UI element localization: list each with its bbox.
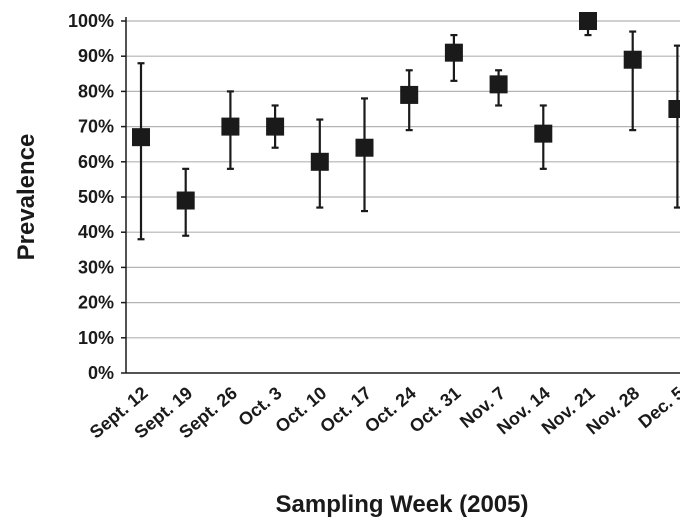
data-marker <box>444 43 463 62</box>
data-point <box>132 62 150 241</box>
data-point <box>176 167 195 237</box>
data-marker <box>355 138 374 157</box>
y-tick-label: 30% <box>78 257 114 277</box>
data-point <box>400 69 419 132</box>
y-tick-label: 100% <box>68 11 114 31</box>
data-point <box>221 90 240 170</box>
y-tick-label: 20% <box>78 293 114 313</box>
data-marker <box>310 152 329 171</box>
x-tick-label: Oct. 31 <box>406 383 465 437</box>
data-point <box>579 12 597 37</box>
y-tick-labels: 0% 10% 20% 30% 40% 50% 60% 70% 80% 90% 100% <box>68 11 114 383</box>
data-marker <box>266 117 285 136</box>
data-marker <box>176 191 195 210</box>
data-point <box>623 30 642 132</box>
data-point <box>355 97 374 213</box>
data-point <box>534 104 553 170</box>
data-point <box>266 104 285 149</box>
x-tick-label: Dec. 5 <box>634 383 680 432</box>
y-tick-label: 70% <box>78 117 114 137</box>
y-tick-label: 50% <box>78 187 114 207</box>
data-marker <box>400 85 419 104</box>
data-marker <box>489 75 508 94</box>
y-tick-label: 40% <box>78 222 114 242</box>
y-tick-label: 10% <box>78 328 114 348</box>
y-axis-title: Prevalence <box>13 134 40 261</box>
data-marker <box>132 128 150 147</box>
data-marker <box>579 12 597 30</box>
data-marker <box>534 124 553 143</box>
data-marker <box>668 100 680 118</box>
data-points <box>132 12 680 241</box>
y-tick-label: 80% <box>78 81 114 101</box>
data-point <box>310 118 329 209</box>
data-marker <box>221 117 240 136</box>
grid-lines <box>121 20 680 374</box>
y-tick-label: 60% <box>78 152 114 172</box>
data-point <box>489 69 508 107</box>
x-axis-title: Sampling Week (2005) <box>276 491 529 518</box>
data-point <box>444 33 463 82</box>
y-tick-label: 90% <box>78 46 114 66</box>
y-tick-label: 0% <box>88 363 114 383</box>
data-marker <box>623 50 642 69</box>
